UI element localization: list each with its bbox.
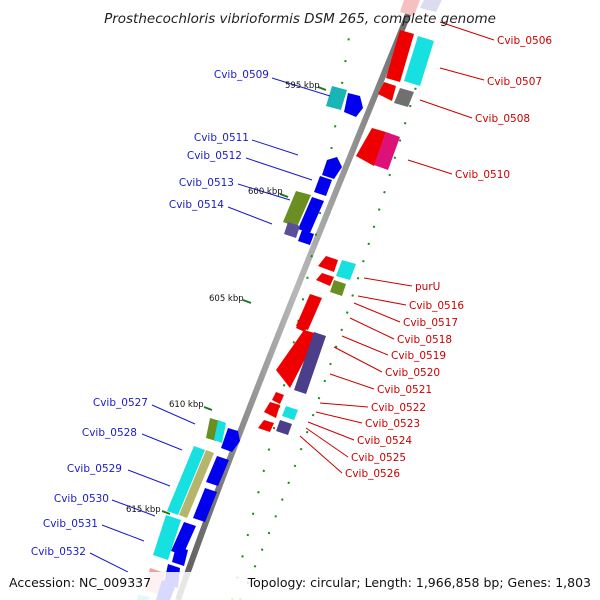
cds-arrow [420, 0, 442, 12]
left-leader-lines [89, 77, 331, 573]
cds-arrow [356, 128, 386, 166]
cds-arrow [394, 88, 414, 107]
cds-arrow [282, 406, 298, 420]
gene-label[interactable]: Cvib_0519 [391, 350, 446, 362]
cds-arrow [326, 86, 347, 110]
gene-label[interactable]: Cvib_0514 [169, 199, 224, 211]
cds-arrow [374, 132, 400, 170]
cds-arrow [298, 230, 314, 245]
cds-arrow [284, 222, 300, 238]
gene-label[interactable]: Cvib_0528 [82, 427, 137, 439]
gene-label[interactable]: Cvib_0516 [409, 300, 464, 312]
gene-label[interactable]: Cvib_0532 [31, 546, 86, 558]
gene-label[interactable]: purU [415, 281, 440, 293]
gene-label[interactable]: Cvib_0527 [93, 397, 148, 409]
gene-label[interactable]: Cvib_0506 [497, 35, 552, 47]
cds-arrow [283, 191, 311, 227]
cds-arrow [336, 260, 356, 280]
cds-arrow [296, 320, 308, 332]
cds-arrow [322, 157, 342, 179]
cds-arrow [400, 0, 420, 16]
cds-arrow [404, 36, 434, 86]
gene-label[interactable]: Cvib_0510 [455, 169, 510, 181]
right-gene-labels: Cvib_0506 Cvib_0507 Cvib_0508 Cvib_0510 … [345, 35, 552, 480]
cds-arrow [344, 93, 363, 117]
cds-arrow [318, 256, 338, 272]
cds-arrow [330, 280, 346, 296]
gene-label[interactable]: Cvib_0524 [357, 435, 412, 447]
tick-label: 605 kbp [209, 294, 244, 304]
gene-label[interactable]: Cvib_0526 [345, 468, 400, 480]
cds-arrow [378, 82, 396, 101]
cds-arrow [193, 488, 217, 522]
gene-label[interactable]: Cvib_0521 [377, 384, 432, 396]
cds-arrow [221, 428, 240, 452]
cds-arrow [153, 515, 181, 560]
gene-label[interactable]: Cvib_0507 [487, 76, 542, 88]
cds-arrow [298, 197, 324, 233]
gene-label[interactable]: Cvib_0531 [43, 518, 98, 530]
right-leader-lines [299, 21, 495, 474]
accession-text: Accession: NC_009337 [9, 575, 151, 590]
cds-arrow [167, 446, 205, 515]
tick-label: 615 kbp [126, 505, 161, 515]
gene-label[interactable]: Cvib_0513 [179, 177, 234, 189]
cds-right-track [258, 0, 442, 435]
cds-arrow [276, 420, 292, 435]
gene-label[interactable]: Cvib_0509 [214, 69, 269, 81]
cds-arrow [179, 450, 214, 518]
cds-left-track [137, 86, 363, 600]
tick-label: 610 kbp [169, 400, 204, 410]
cds-arrow [214, 420, 226, 443]
cds-arrow [316, 273, 334, 286]
gene-label[interactable]: Cvib_0518 [397, 334, 452, 346]
tick-label: 600 kbp [248, 187, 283, 197]
cds-arrow [272, 392, 284, 404]
cds-arrow [206, 456, 229, 486]
kbp-ticks [161, 86, 327, 515]
topology-text: Topology: circular; Length: 1,966,858 bp… [247, 575, 591, 590]
cds-arrow [294, 332, 326, 394]
gene-label[interactable]: Cvib_0508 [475, 113, 530, 125]
cds-arrow [386, 30, 414, 82]
gene-label[interactable]: Cvib_0529 [67, 463, 122, 475]
gene-label[interactable]: Cvib_0525 [351, 452, 406, 464]
left-gene-labels: Cvib_0509 Cvib_0511 Cvib_0512 Cvib_0513 … [31, 69, 269, 558]
cds-arrow [276, 330, 318, 388]
genome-title: Prosthecochloris vibrioformis DSM 265, c… [104, 11, 496, 27]
gene-label[interactable]: Cvib_0530 [54, 493, 109, 505]
gene-label[interactable]: Cvib_0517 [403, 317, 458, 329]
gc-track-left [231, 29, 351, 600]
cds-arrow [172, 546, 188, 566]
cds-arrow [314, 176, 332, 196]
genome-backbone [175, 0, 417, 600]
cds-arrow [264, 402, 280, 418]
tick-label: 595 kbp [285, 81, 320, 91]
gene-label[interactable]: Cvib_0512 [187, 150, 242, 162]
gene-label[interactable]: Cvib_0520 [385, 367, 440, 379]
gene-label[interactable]: Cvib_0522 [371, 402, 426, 414]
cds-arrow [258, 420, 274, 432]
gene-label[interactable]: Cvib_0523 [365, 418, 420, 430]
footer-background [0, 572, 600, 600]
gene-label[interactable]: Cvib_0511 [194, 132, 249, 144]
